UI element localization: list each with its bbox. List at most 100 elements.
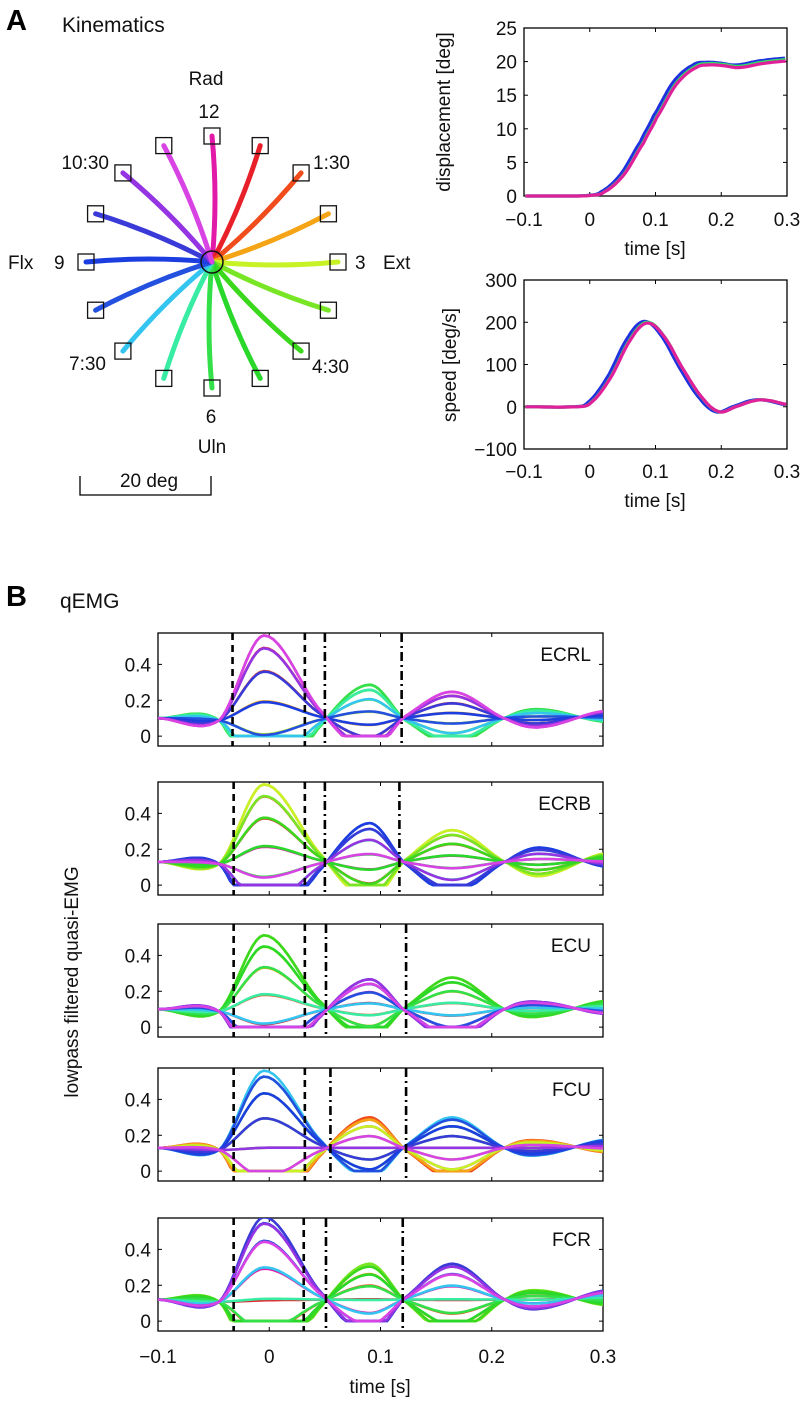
displacement-xtick-label: 0.2: [708, 210, 734, 231]
emg-traces: [158, 933, 603, 1029]
trajectory-12: [83, 256, 215, 265]
emg-fcr-ytick-label: 0: [140, 1312, 151, 1333]
emg-trace-dir-10: [158, 1266, 603, 1315]
target-box-11: [86, 301, 105, 319]
target-box-15: [155, 136, 173, 155]
emg-panel-fcr: −0.1 0 0.1 0.2 0.3 0 0.2 0.4 FCR: [125, 1217, 616, 1368]
emg-trace-dir-12: [158, 1092, 603, 1171]
trajectory-2: [209, 170, 304, 265]
panel-a-letter: A: [6, 5, 27, 37]
emg-trace-dir-8: [158, 965, 603, 1028]
emg-trace-dir-15: [158, 1134, 603, 1173]
speed-axes: [523, 279, 788, 450]
emg-fcr-xtick-label: −0.1: [139, 1347, 177, 1368]
emg-trace-dir-13: [158, 1117, 603, 1161]
trajectory-5: [209, 259, 331, 313]
label-9: 9: [54, 253, 65, 274]
displacement-ytick-label: 0: [506, 187, 517, 208]
emg-trace-dir-7: [158, 945, 603, 1029]
emg-ecrb-ytick-label: 0.4: [125, 804, 152, 825]
emg-trace-dir-14: [158, 838, 603, 887]
trajectory-11: [93, 259, 215, 313]
speed-ylabel: speed [deg/s]: [440, 308, 461, 422]
displacement-xtick-label: −0.1: [505, 210, 543, 231]
emg-trace-dir-14: [158, 1144, 603, 1152]
trajectory-8: [206, 259, 215, 391]
emg-trace-dir-7: [158, 844, 603, 872]
target-box-0: [203, 127, 221, 145]
displacement-xlabel: time [s]: [624, 239, 685, 260]
emg-ecrl-ytick-label: 0.2: [125, 691, 151, 712]
emg-fcr-xtick-label: 0.2: [479, 1347, 505, 1368]
trajectory-14: [120, 170, 215, 265]
emg-trace-dir-12: [158, 700, 603, 727]
emg-trace-dir-9: [158, 992, 603, 1017]
displacement-ytick-label: 15: [496, 86, 517, 107]
emg-xlabel: time [s]: [349, 1377, 410, 1398]
displacement-ylabel: displacement [deg]: [434, 32, 455, 192]
emg-trace-dir-5: [158, 794, 603, 887]
target-box-4: [329, 253, 347, 271]
emg-trace-dir-9: [158, 1296, 603, 1304]
emg-ecrl-ytick-label: 0.4: [125, 655, 152, 676]
displacement-xtick-label: 0.3: [774, 210, 800, 231]
displacement-ytick-label: 20: [496, 53, 517, 74]
target-box-8: [203, 379, 221, 397]
trajectory-0: [209, 133, 218, 265]
trajectory-13: [93, 211, 215, 265]
emg-trace-dir-8: [158, 1284, 603, 1323]
emg-panel-ecu: 0 0.2 0.4 ECU: [125, 923, 604, 1039]
displacement-ytick-label: 25: [496, 19, 517, 40]
emg-trace-dir-11: [158, 710, 603, 737]
label-12: 12: [198, 102, 219, 123]
displacement-trace: [525, 59, 786, 198]
trajectory-3: [209, 211, 331, 265]
emg-trace-dir-14: [158, 1222, 603, 1323]
emg-trace-dir-15: [158, 634, 603, 738]
emg-traces: [158, 1218, 603, 1323]
speed-xtick-label: 0.1: [642, 462, 668, 483]
target-box-3: [319, 205, 338, 223]
speed-ytick-label: 200: [485, 313, 517, 334]
displacement-trace: [527, 56, 786, 198]
displacement-trace: [525, 58, 786, 198]
displacement-xtick-label: 0.1: [642, 210, 668, 231]
speed-xtick-label: 0.2: [708, 462, 734, 483]
emg-traces: [158, 1069, 603, 1173]
muscle-label: FCU: [552, 1080, 591, 1101]
trajectory-10: [120, 259, 215, 354]
target-box-9: [155, 369, 173, 388]
speed-trace: [525, 321, 787, 414]
scale-bar: [79, 476, 212, 496]
start-circle: [200, 250, 224, 274]
emg-ecrb-ytick-label: 0: [140, 876, 151, 897]
trajectory-6: [209, 259, 304, 354]
trajectory-1: [209, 143, 263, 265]
speed-xtick-label: −0.1: [505, 462, 543, 483]
emg-ecu-ytick-label: 0: [140, 1018, 151, 1039]
emg-panel-ecrl: 0 0.2 0.4 ECRL: [125, 632, 604, 748]
emg-ecu-ytick-label: 0.4: [125, 946, 152, 967]
speed-ytick-label: 300: [485, 271, 517, 292]
panel-b-title: qEMG: [60, 590, 120, 613]
emg-panel-fcu: 0 0.2 0.4 FCU: [125, 1067, 604, 1183]
panel-b-letter: B: [6, 581, 27, 613]
emg-trace-dir-11: [158, 1075, 603, 1173]
displacement-ytick-label: 5: [506, 153, 517, 174]
speed-xtick-label: 0: [584, 462, 595, 483]
muscle-label: ECU: [551, 936, 591, 957]
emg-trace-dir-4: [158, 1125, 603, 1173]
emg-ecrb-axes: [157, 781, 604, 896]
emg-plots: 0 0.2 0.4 ECRL 0 0.2 0.4 ECRB 0 0.2 0.4 ECU 0 0.2 0.4 F…: [125, 632, 616, 1368]
speed-ytick-label: −100: [474, 440, 517, 461]
speed-ytick-label: 0: [506, 398, 517, 419]
target-box-2: [292, 164, 310, 182]
target-box-1: [251, 136, 269, 155]
emg-ecrl-ytick-label: 0: [140, 727, 151, 748]
emg-trace-dir-10: [158, 1002, 603, 1025]
target-box-5: [319, 301, 338, 319]
label-uln: Uln: [198, 437, 227, 458]
emg-fcr-ytick-label: 0.4: [125, 1240, 152, 1261]
